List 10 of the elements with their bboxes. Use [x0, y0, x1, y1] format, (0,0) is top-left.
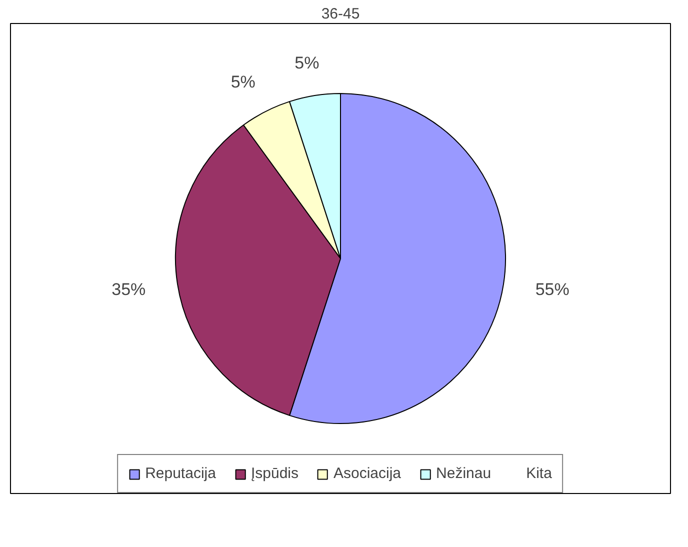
legend-label: Asociacija: [333, 465, 402, 482]
data-label: 5%: [294, 53, 320, 72]
data-label: 35%: [112, 280, 146, 299]
category-label: Kita: [526, 465, 552, 482]
data-label: 55%: [535, 280, 570, 299]
data-label: 5%: [230, 72, 256, 92]
legend-label: Nežinau: [436, 465, 492, 482]
legend-label: Reputacija: [145, 465, 216, 482]
legend-label: Įspūdis: [250, 465, 298, 482]
chart-title: 36-45: [321, 6, 360, 22]
